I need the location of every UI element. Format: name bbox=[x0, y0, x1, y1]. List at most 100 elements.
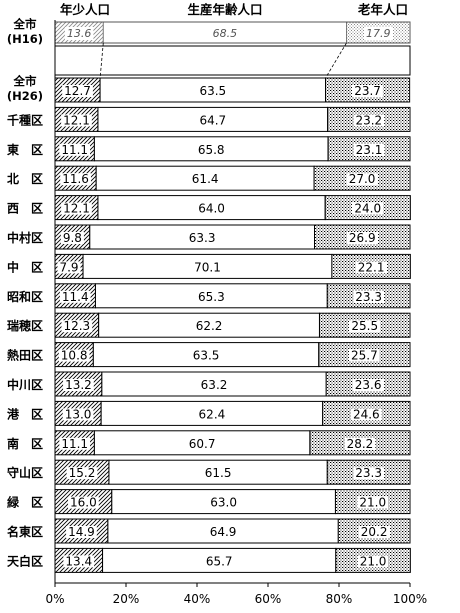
value-label: 65.3 bbox=[198, 290, 225, 304]
value-label: 28.2 bbox=[347, 437, 374, 451]
row-label: 名東区 bbox=[7, 524, 43, 539]
row-label: 北 区 bbox=[7, 171, 43, 186]
value-label-bg bbox=[346, 232, 378, 244]
bar-segment-working bbox=[100, 400, 324, 426]
value-label: 63.0 bbox=[210, 496, 237, 510]
value-label: 25.5 bbox=[351, 319, 378, 333]
value-label-bg bbox=[66, 467, 98, 480]
row-label: 南 区 bbox=[7, 436, 43, 451]
bar-segment-elderly bbox=[309, 430, 411, 456]
value-label: 11.4 bbox=[62, 290, 89, 304]
bar-segment-working bbox=[102, 547, 337, 573]
x-tick-label: 80% bbox=[326, 592, 353, 606]
value-label-bg bbox=[355, 261, 387, 274]
value-label-bg bbox=[344, 437, 376, 450]
value-label: 63.5 bbox=[199, 84, 226, 98]
value-label: 26.9 bbox=[349, 231, 376, 245]
value-label: 11.1 bbox=[61, 143, 88, 157]
value-label-bg bbox=[353, 143, 385, 156]
bar-segment-working bbox=[94, 283, 328, 309]
row-label: 千種区 bbox=[7, 112, 43, 127]
row-label: 東 区 bbox=[7, 142, 43, 157]
value-label: 23.1 bbox=[356, 143, 383, 157]
value-label: 9.8 bbox=[63, 231, 82, 245]
row-label: 瑞穂区 bbox=[7, 318, 43, 333]
reference-value-label: 13.6 bbox=[67, 27, 92, 40]
value-label: 13.4 bbox=[65, 554, 92, 568]
legend-series-2: 老年人口 bbox=[357, 2, 408, 17]
value-label: 25.7 bbox=[351, 349, 378, 363]
row-label: 港 区 bbox=[7, 406, 43, 421]
value-label: 13.2 bbox=[65, 378, 92, 392]
value-label-bg bbox=[60, 232, 84, 244]
value-label: 24.0 bbox=[354, 202, 381, 216]
value-label: 11.1 bbox=[61, 437, 88, 451]
reference-value-label: 68.5 bbox=[213, 27, 238, 40]
reference-row-label: 全市 bbox=[13, 17, 37, 31]
row-sublabel: (H26) bbox=[7, 89, 43, 103]
value-label-bg bbox=[59, 290, 91, 303]
reference-label-bg bbox=[64, 27, 94, 40]
value-label-bg bbox=[60, 173, 91, 186]
value-label: 21.0 bbox=[359, 496, 386, 510]
value-label: 24.6 bbox=[353, 407, 380, 421]
value-label: 61.5 bbox=[205, 466, 232, 480]
value-label-bg bbox=[346, 173, 378, 186]
value-label-bg bbox=[58, 349, 90, 362]
bar-segment-working bbox=[97, 195, 326, 221]
value-label: 23.7 bbox=[354, 84, 381, 98]
value-label: 12.1 bbox=[63, 202, 90, 216]
bar-segment-working bbox=[89, 224, 316, 250]
bar-segment-working bbox=[97, 106, 329, 132]
value-label-bg bbox=[352, 85, 383, 97]
value-label: 27.0 bbox=[349, 172, 376, 186]
reference-value-label: 17.9 bbox=[366, 27, 391, 40]
value-label-bg bbox=[357, 496, 389, 509]
row-label: 中川区 bbox=[7, 377, 43, 392]
value-label-bg bbox=[352, 379, 384, 391]
x-tick-label: 60% bbox=[255, 592, 282, 606]
row-label: 守山区 bbox=[7, 465, 43, 480]
reference-row-sublabel: (H16) bbox=[7, 32, 43, 46]
bar-segment-working bbox=[92, 342, 320, 368]
value-label-bg bbox=[350, 408, 382, 421]
value-label-bg bbox=[57, 261, 81, 274]
row-label: 中村区 bbox=[7, 230, 43, 245]
value-label-bg bbox=[352, 202, 384, 215]
legend-series-0: 年少人口 bbox=[60, 2, 110, 17]
value-label: 62.4 bbox=[199, 407, 226, 421]
bar-segment-working bbox=[107, 518, 339, 544]
bar-segment-working bbox=[108, 459, 328, 485]
value-label: 15.2 bbox=[69, 466, 96, 480]
bar-segment-working bbox=[95, 165, 315, 191]
value-label-bg bbox=[358, 526, 390, 538]
value-label-bg bbox=[349, 349, 380, 362]
value-label: 65.7 bbox=[206, 554, 233, 568]
row-label: 昭和区 bbox=[7, 289, 43, 304]
value-label: 12.1 bbox=[63, 113, 90, 127]
guide-line bbox=[325, 42, 347, 79]
value-label: 20.2 bbox=[361, 525, 388, 539]
value-label: 14.9 bbox=[68, 525, 95, 539]
value-label: 70.1 bbox=[194, 260, 221, 274]
value-label: 64.0 bbox=[198, 202, 225, 216]
bar-segment-working bbox=[93, 430, 311, 456]
x-tick-label: 20% bbox=[113, 592, 140, 606]
value-label-bg bbox=[349, 320, 381, 333]
row-label: 西 区 bbox=[7, 202, 43, 216]
x-tick-label: 100% bbox=[393, 592, 427, 606]
value-label: 16.0 bbox=[70, 496, 97, 510]
value-label-bg bbox=[59, 143, 91, 156]
guide-line bbox=[99, 42, 104, 79]
value-label-bg bbox=[62, 85, 93, 97]
value-label: 23.6 bbox=[355, 378, 382, 392]
value-label-bg bbox=[59, 437, 91, 450]
bar-segment-working bbox=[93, 136, 329, 162]
value-label: 23.3 bbox=[355, 466, 382, 480]
value-label: 11.6 bbox=[62, 172, 89, 186]
reference-label-bg bbox=[363, 27, 393, 40]
gap-box bbox=[54, 45, 411, 76]
value-label: 61.4 bbox=[192, 172, 219, 186]
legend-series-1: 生産年齢人口 bbox=[187, 2, 262, 17]
